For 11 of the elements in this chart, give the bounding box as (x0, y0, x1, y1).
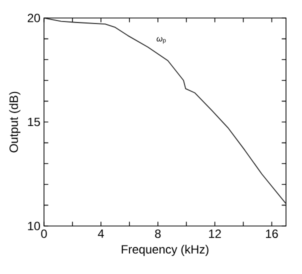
x-tick-label: 8 (155, 230, 161, 238)
x-tick-label: 12 (209, 230, 221, 238)
y-tick-label: 20 (28, 14, 40, 22)
x-tick-label: 0 (41, 230, 47, 238)
x-axis-title: Frequency (kHz) (122, 244, 208, 256)
x-tick-label: 4 (98, 230, 104, 238)
line-series (44, 18, 286, 204)
y-tick-label: 15 (28, 118, 40, 126)
y-tick-label: 10 (28, 222, 40, 230)
y-axis-title: Output (dB) (9, 92, 20, 152)
x-tick-label: 16 (266, 230, 278, 238)
